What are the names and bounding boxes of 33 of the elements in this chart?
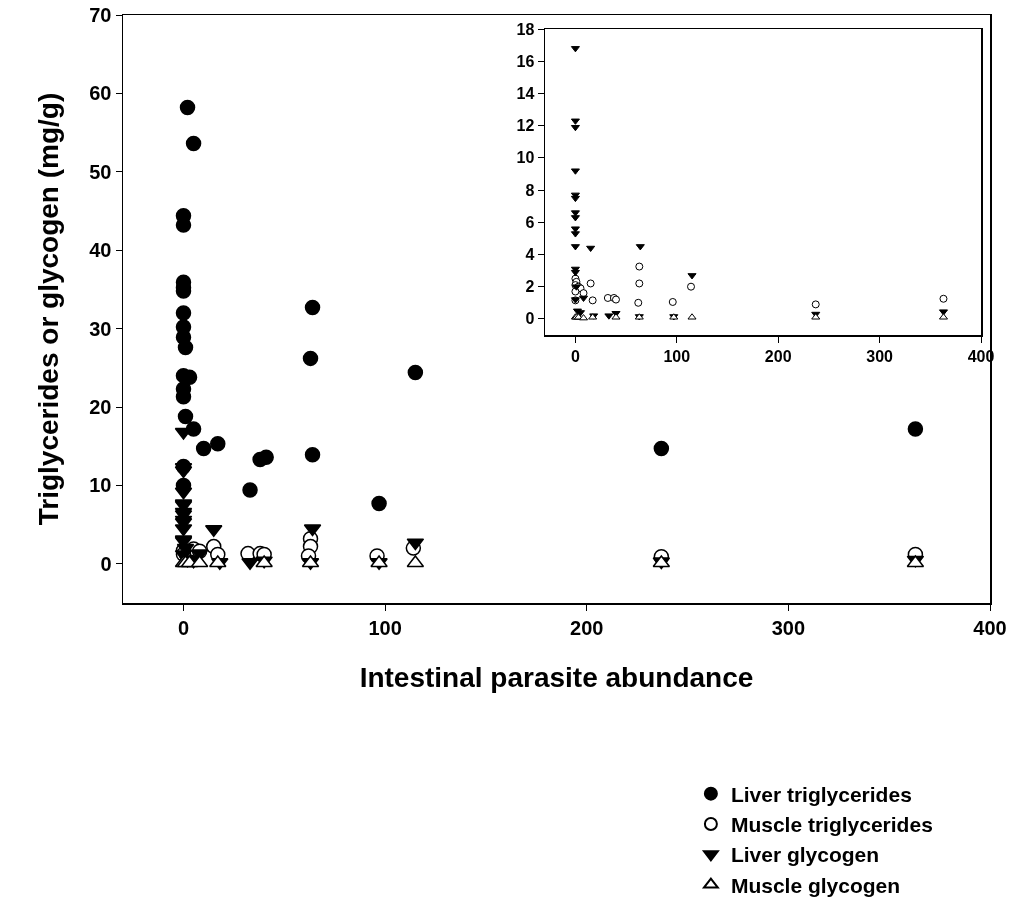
y-tick-label: 6: [525, 213, 535, 231]
legend-label: Muscle glycogen: [730, 873, 901, 897]
legend-label: Muscle triglycerides: [730, 813, 933, 837]
y-tick-label: 0: [100, 552, 112, 575]
y-tick-label: 20: [89, 396, 112, 418]
x-tick-label: 100: [663, 347, 691, 365]
x-tick-label: 0: [177, 616, 190, 639]
x-tick-label: 100: [368, 616, 402, 639]
x-tick-label: 300: [866, 347, 894, 365]
y-tick-label: 10: [516, 149, 535, 167]
x-tick-label: 200: [570, 616, 604, 639]
y-tick-label: 16: [516, 52, 535, 70]
y-tick-label: 4: [525, 246, 535, 264]
x-axis-title: Intestinal parasite abundance: [359, 662, 754, 694]
legend-label: Liver glycogen: [730, 843, 880, 867]
y-tick-label: 70: [89, 4, 112, 26]
y-axis-title: Triglycerides or glycogen (mg/g): [33, 92, 65, 526]
y-tick-label: 8: [525, 181, 535, 199]
x-tick-label: 0: [570, 347, 580, 365]
x-tick-label: 300: [771, 616, 806, 639]
y-tick-label: 12: [516, 117, 535, 135]
x-tick-label: 400: [973, 616, 1007, 639]
y-tick-label: 40: [89, 239, 112, 262]
y-tick-label: 10: [89, 474, 112, 497]
x-tick-label: 200: [764, 347, 792, 365]
y-tick-label: 50: [89, 160, 112, 183]
y-tick-label: 0: [525, 310, 535, 328]
y-tick-label: 2: [525, 278, 535, 296]
y-tick-label: 14: [516, 85, 535, 103]
legend-label: Liver triglycerides: [730, 782, 912, 806]
y-tick-label: 18: [516, 20, 535, 38]
y-tick-label: 30: [89, 317, 112, 340]
y-tick-label: 60: [89, 82, 112, 105]
